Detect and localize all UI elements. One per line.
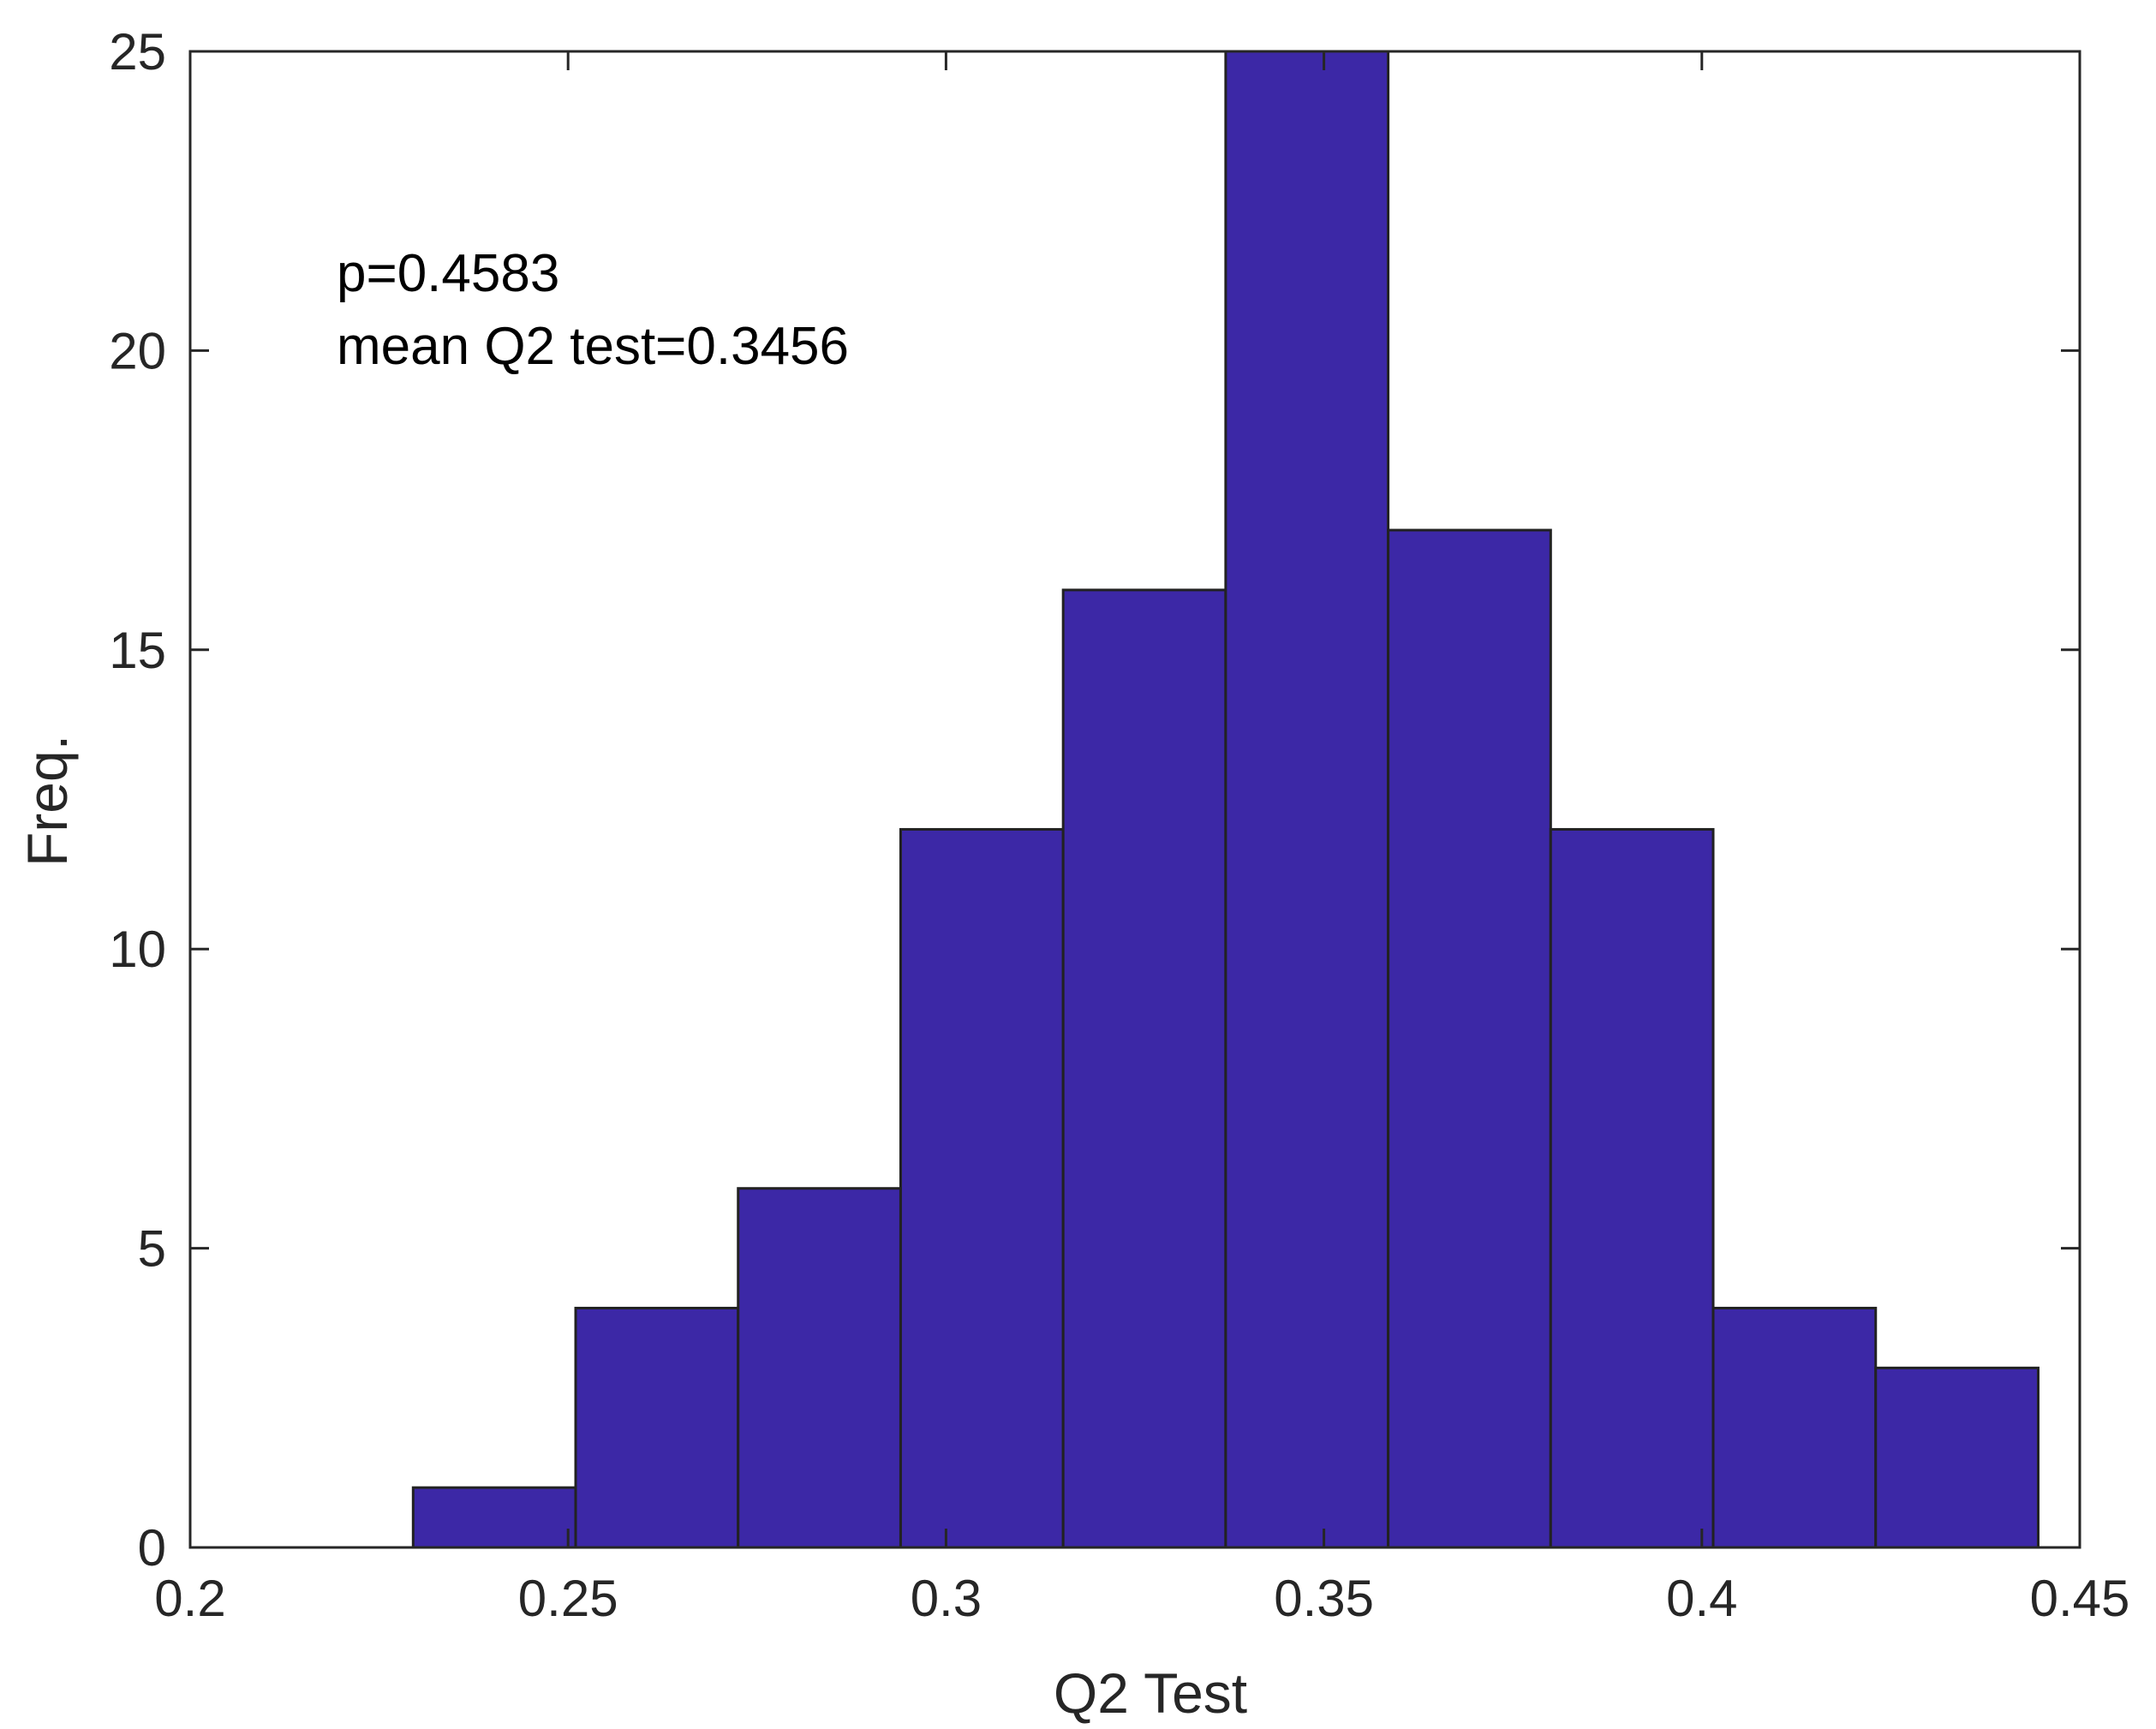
annotation-p-value: p=0.4583: [337, 244, 559, 303]
histogram-bar-7: [1549, 827, 1715, 1549]
histogram-bar-0: [411, 1486, 577, 1549]
histogram-bar-1: [574, 1306, 740, 1549]
y-axis-label: Freq.: [15, 735, 79, 867]
y-tick-label: 15: [109, 622, 166, 679]
x-tick-label: 0.45: [2030, 1570, 2130, 1627]
y-tick-label: 25: [109, 23, 166, 80]
x-tick-label: 0.2: [154, 1570, 225, 1627]
y-tick-label: 5: [138, 1220, 166, 1278]
histogram-bar-6: [1387, 528, 1552, 1549]
histogram-bar-9: [1874, 1366, 2040, 1549]
y-tick-label: 20: [109, 322, 166, 379]
y-tick-label: 0: [138, 1519, 166, 1577]
plot-frame: [188, 50, 2081, 1549]
histogram-bars: [411, 50, 2040, 1549]
x-tick-label: 0.3: [911, 1570, 982, 1627]
ticks: 0.2 0.25 0.3 0.35 0.4 0.45 0 5 10 15 20 25: [109, 23, 2129, 1627]
x-axis-label: Q2 Test: [1054, 1661, 1247, 1725]
histogram-bar-4: [1061, 588, 1227, 1549]
histogram-bar-5: [1224, 50, 1390, 1549]
x-tick-label: 0.4: [1666, 1570, 1737, 1627]
x-tick-label: 0.25: [518, 1570, 618, 1627]
y-tick-label: 10: [109, 921, 166, 978]
histogram-bar-3: [899, 827, 1065, 1549]
axes: [188, 50, 2081, 1549]
annotation-mean: mean Q2 test=0.3456: [337, 317, 849, 376]
histogram-bar-8: [1711, 1306, 1878, 1549]
histogram-bar-2: [737, 1187, 902, 1549]
x-tick-label: 0.35: [1274, 1570, 1374, 1627]
